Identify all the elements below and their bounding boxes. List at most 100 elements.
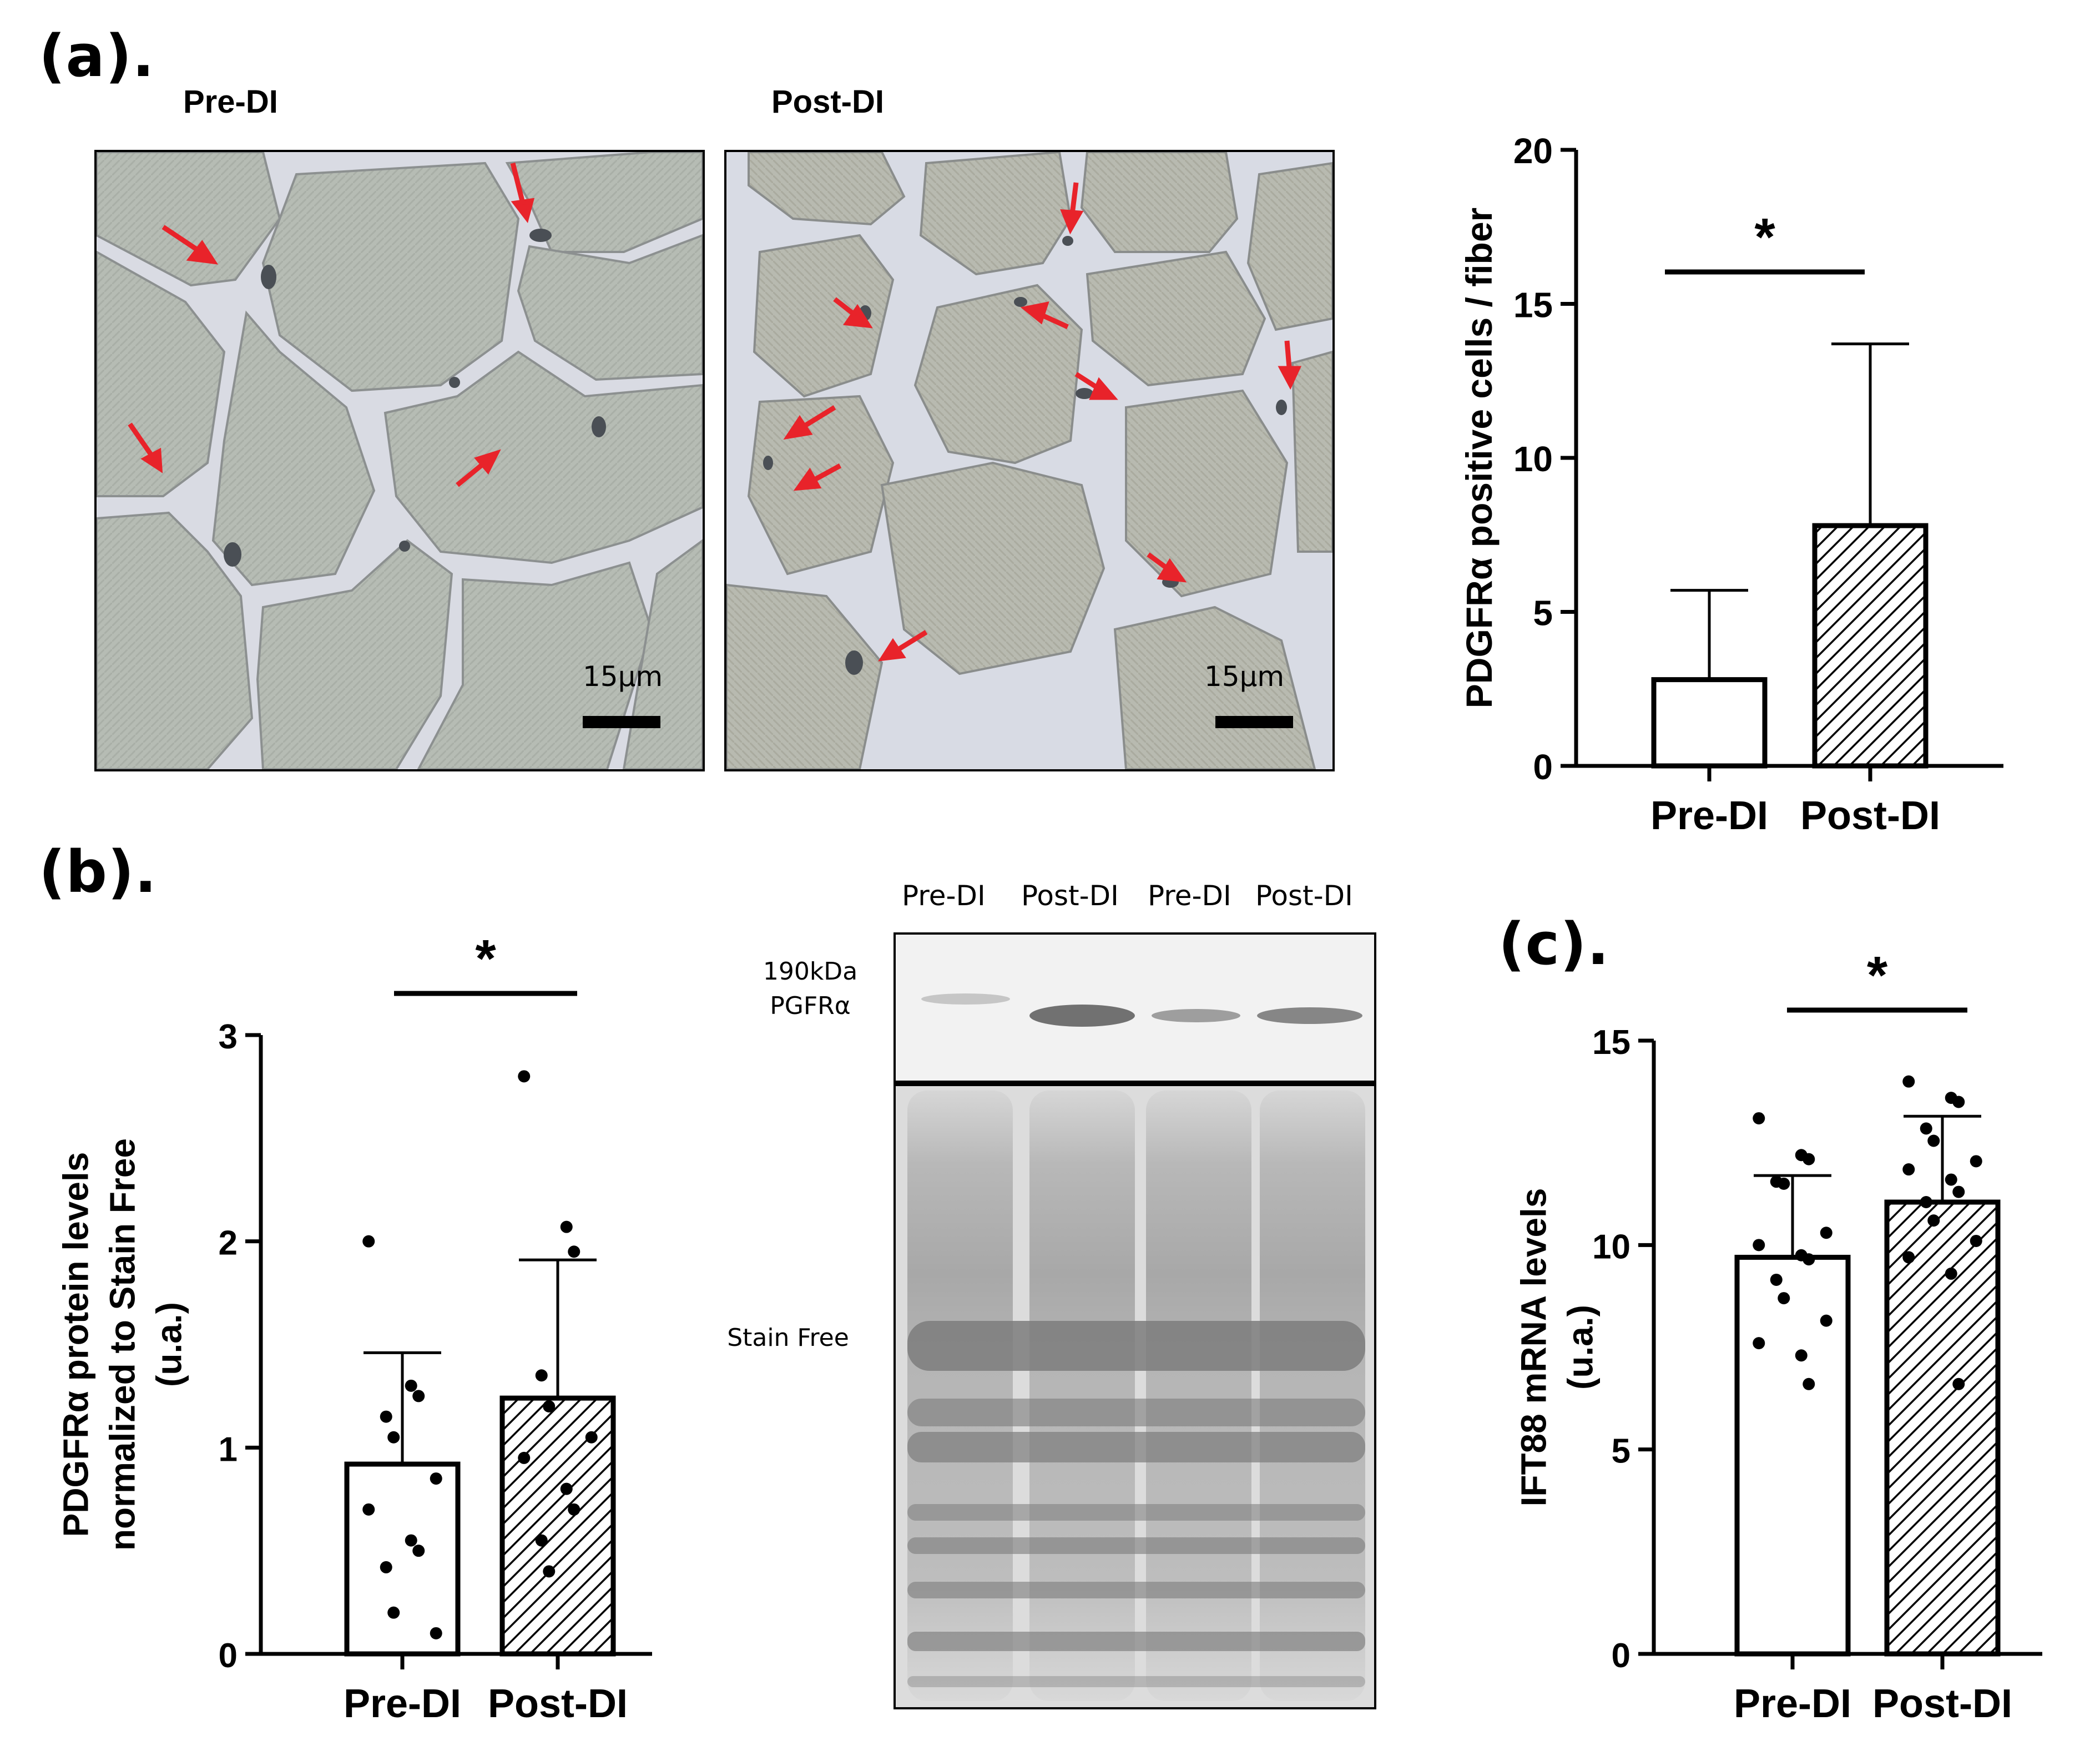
y-tick-label-0: 0 [1533,747,1553,787]
data-point-0-12 [1753,1337,1765,1350]
y-axis-label-line-1: (u.a.) [1560,1305,1600,1390]
y-axis-label: PDGFRα positive cells / fiber [1458,208,1500,708]
stain-free-label: Stain Free [727,1324,849,1352]
bar-pre-di [1651,677,1768,769]
pdgfra-bands [921,993,1362,1027]
data-point-1-6 [1902,1163,1915,1176]
blot-band-label: 190kDa PGFRα [738,955,882,1023]
data-point-1-3 [1920,1122,1932,1135]
y-axis-label-line-0: PDGFRα protein levels [55,1152,95,1537]
y-axis-label-line-2: (u.a.) [149,1302,189,1387]
blot-lane-2: Post-DI [1021,880,1119,912]
data-point-0-3 [380,1410,392,1423]
data-point-0-5 [430,1472,442,1485]
significance-star: * [1754,208,1775,267]
data-point-1-8 [568,1503,580,1516]
x-label-pre-di: Pre-DI [344,1682,461,1726]
y-tick-label-3: 15 [1513,285,1553,325]
data-point-0-0 [1753,1112,1765,1124]
panel-label-c: (c). [1498,910,1610,978]
data-point-0-14 [1803,1377,1815,1390]
data-point-0-4 [1778,1177,1790,1190]
x-label-post-di: Post-DI [488,1682,628,1726]
blot-lane-4: Post-DI [1255,880,1353,912]
significance-star: * [475,929,496,988]
scale-label-pre: 15µm [583,660,663,693]
data-point-1-8 [1952,1185,1965,1198]
data-point-1-10 [1927,1214,1940,1227]
x-label-post-di: Post-DI [1800,794,1940,838]
data-point-0-1 [405,1379,417,1392]
micrograph-pre-di [94,150,705,771]
bar-post-di [1812,523,1929,769]
data-point-0-13 [1795,1349,1808,1362]
chart-a: 0 5 10 15 20 Pre-DI Post-DI * PDGFRα positive ce… [1458,131,2003,838]
y-tick-label-2: 10 [1592,1228,1630,1266]
blot-lane-3: Pre-DI [1148,880,1231,912]
micrograph-title-post: Post-DI [771,84,884,120]
data-point-0-8 [412,1545,425,1557]
data-point-1-2 [568,1245,580,1258]
blot-lane-1: Pre-DI [902,880,986,912]
y-tick-label-0: 0 [219,1637,238,1675]
data-point-1-10 [543,1565,556,1578]
bar-pre-di [344,1461,461,1657]
stain-free-bands [907,1321,1365,1687]
data-point-1-7 [560,1482,573,1495]
band-size-label: 190kDa [763,957,858,986]
y-axis-label-line-1: normalized to Stain Free [102,1138,142,1551]
y-tick-label-3: 3 [219,1018,238,1056]
data-point-0-10 [387,1606,400,1619]
chart-c: 0 5 10 15 Pre-DI Post-DI * IFT88 mRNA levels (u.… [1513,946,2042,1726]
data-point-1-13 [1945,1267,1957,1280]
y-axis-label-line-0: PDGFRα positive cells / fiber [1458,208,1500,708]
data-point-0-10 [1778,1292,1790,1305]
data-point-1-6 [518,1451,531,1464]
scale-label-post: 15µm [1204,660,1285,693]
x-label-pre-di: Pre-DI [1734,1682,1851,1726]
data-point-1-7 [1945,1173,1957,1186]
y-tick-label-1: 5 [1612,1432,1630,1471]
data-point-0-2 [1803,1153,1815,1165]
data-point-1-14 [1952,1377,1965,1390]
data-point-0-0 [362,1235,375,1248]
x-label-post-di: Post-DI [1872,1682,2012,1726]
data-point-0-7 [405,1534,417,1547]
scale-bar-pre [583,716,660,728]
data-point-0-11 [1820,1314,1833,1327]
data-point-0-11 [430,1627,442,1639]
data-point-1-9 [535,1534,548,1547]
western-blot [893,932,1376,1709]
bar-pre-di [1734,1254,1851,1657]
micrograph-post-di [724,150,1335,771]
y-tick-label-1: 1 [219,1430,238,1469]
data-point-0-5 [1820,1227,1833,1239]
micrograph-title-pre: Pre-DI [183,84,278,120]
data-point-0-9 [1770,1273,1783,1286]
bar-post-di [1884,1199,2001,1657]
y-tick-label-1: 5 [1533,593,1553,633]
data-point-1-2 [1952,1096,1965,1108]
panel-label-a: (a). [39,22,155,90]
data-point-0-4 [387,1431,400,1444]
x-label-pre-di: Pre-DI [1650,794,1768,838]
data-point-1-0 [1902,1075,1915,1088]
y-axis-label: PDGFRα protein levels normalized to Stain… [55,1138,189,1551]
data-point-1-3 [535,1369,548,1382]
scale-bar-post [1215,716,1293,728]
data-point-1-11 [1970,1234,1982,1247]
data-point-0-6 [362,1503,375,1516]
y-tick-label-0: 0 [1612,1637,1630,1675]
panel-label-b: (b). [39,838,158,906]
data-point-1-0 [518,1070,531,1083]
data-point-1-5 [1970,1155,1982,1168]
y-tick-label-2: 10 [1513,439,1553,479]
y-tick-label-3: 15 [1592,1023,1630,1062]
data-point-0-9 [380,1561,392,1573]
data-point-0-8 [1803,1253,1815,1266]
data-point-1-9 [1920,1195,1932,1208]
y-axis-label: IFT88 mRNA levels (u.a.) [1513,1188,1600,1507]
y-tick-label-2: 2 [219,1224,238,1263]
data-point-1-12 [1902,1251,1915,1264]
band-protein-label: PGFRα [770,991,851,1020]
